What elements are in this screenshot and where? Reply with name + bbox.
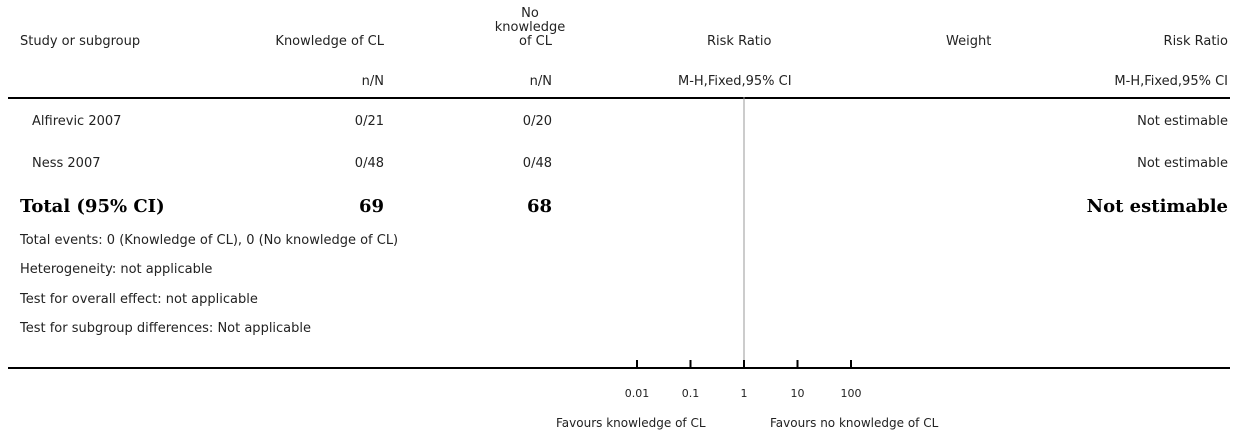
- favours-left-label: Favours knowledge of CL: [556, 416, 706, 430]
- footnote-overall-effect: Test for overall effect: not applicable: [20, 292, 258, 307]
- group1-column-header: Knowledge of CL: [275, 34, 384, 49]
- total-result: Not estimable: [1086, 196, 1228, 217]
- risk-ratio-subheader: M-H,Fixed,95% CI: [678, 74, 792, 89]
- study-result: Not estimable: [1137, 114, 1228, 129]
- study-name: Ness 2007: [32, 156, 101, 171]
- axis-tick-label: 0.1: [682, 387, 700, 400]
- axis-tick-label: 0.01: [625, 387, 650, 400]
- group2-header-line2: knowledge: [494, 20, 566, 35]
- study-column-header: Study or subgroup: [20, 34, 141, 49]
- risk-ratio-header: Risk Ratio: [707, 34, 772, 49]
- axis-tick-label: 100: [841, 387, 862, 400]
- study-name: Alfirevic 2007: [32, 114, 122, 129]
- favours-right-label: Favours no knowledge of CL: [770, 416, 939, 430]
- header-divider: [8, 97, 1230, 99]
- axis-tick-label: 10: [791, 387, 805, 400]
- group2-subheader: n/N: [529, 74, 552, 89]
- footnote-heterogeneity: Heterogeneity: not applicable: [20, 262, 213, 277]
- risk-ratio-result-header: Risk Ratio: [1163, 34, 1228, 49]
- study-group1-events: 0/48: [354, 156, 384, 171]
- study-group2-events: 0/20: [522, 114, 552, 129]
- study-result: Not estimable: [1137, 156, 1228, 171]
- group2-header-line1: No: [521, 6, 539, 21]
- group2-header-line3: of CL: [519, 34, 552, 49]
- total-group2: 68: [526, 196, 552, 217]
- group1-subheader: n/N: [361, 74, 384, 89]
- study-group1-events: 0/21: [354, 114, 384, 129]
- footnote-subgroup-differences: Test for subgroup differences: Not appli…: [20, 321, 312, 336]
- axis-tick-label: 1: [741, 387, 748, 400]
- footnote-total-events: Total events: 0 (Knowledge of CL), 0 (No…: [20, 233, 399, 248]
- bottom-divider: [8, 367, 1230, 369]
- study-group2-events: 0/48: [522, 156, 552, 171]
- weight-header: Weight: [946, 34, 992, 49]
- total-label: Total (95% CI): [20, 196, 165, 217]
- total-group1: 69: [358, 196, 384, 217]
- risk-ratio-result-subheader: M-H,Fixed,95% CI: [1114, 74, 1228, 89]
